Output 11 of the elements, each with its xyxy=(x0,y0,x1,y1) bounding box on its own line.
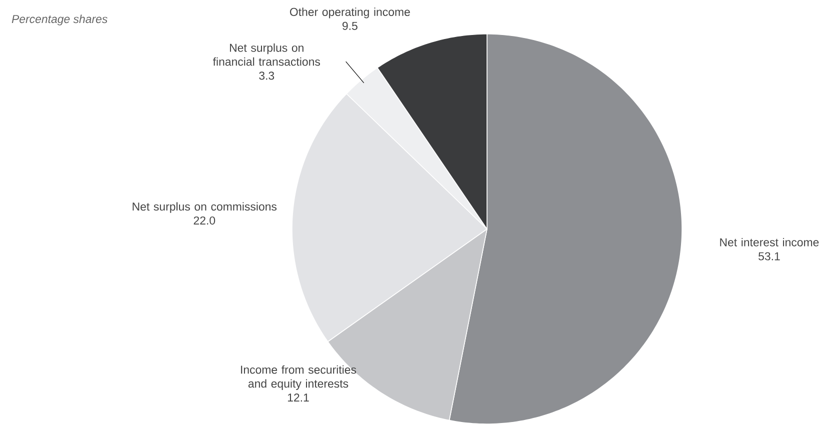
data-label: 9.5 xyxy=(342,22,358,30)
slice-label: Net surplus on financial transactions xyxy=(212,43,320,66)
data-label: 53.1 xyxy=(758,252,780,260)
slice-label: Net surplus on commissions xyxy=(132,202,277,213)
data-label: 12.1 xyxy=(288,394,309,402)
slice-label: Other operating income xyxy=(290,8,410,18)
data-label: 22.0 xyxy=(194,216,216,225)
slice-label: Net interest income xyxy=(720,238,819,246)
data-label: 3.3 xyxy=(259,72,274,80)
text: Percentage shares xyxy=(12,14,108,26)
slice-label: Income from securities and equity interests xyxy=(241,365,356,390)
